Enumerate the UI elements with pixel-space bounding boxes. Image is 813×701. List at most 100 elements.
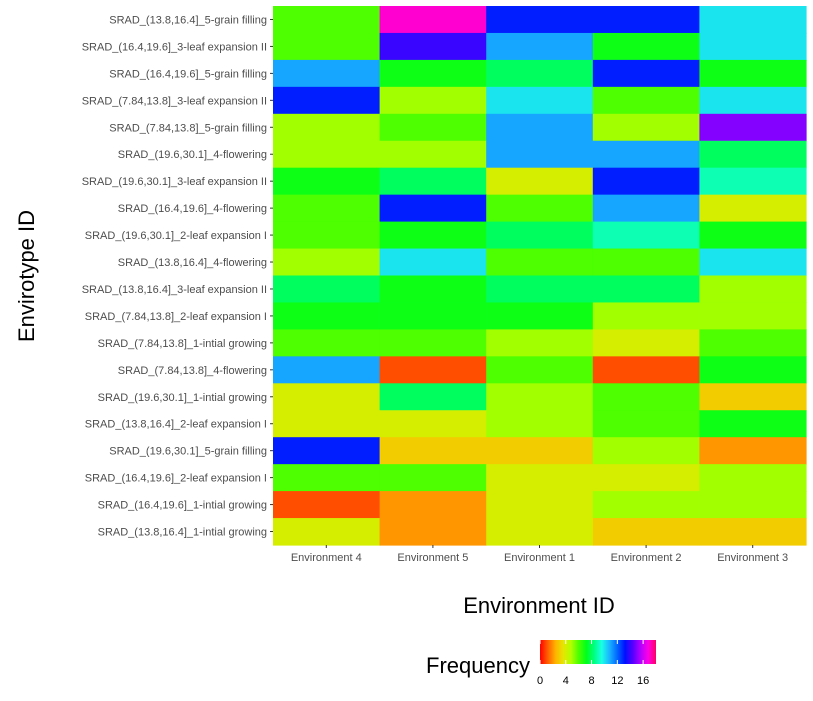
- heatmap-cell: [592, 86, 700, 115]
- x-tick-label: Environment 4: [291, 552, 362, 564]
- heatmap-cell: [486, 437, 594, 465]
- heatmap-cell: [379, 59, 487, 88]
- heatmap-cell: [379, 491, 487, 519]
- heatmap-cell: [486, 302, 594, 330]
- heatmap-cell: [699, 221, 807, 250]
- heatmap-cell: [699, 6, 807, 34]
- heatmap-cell: [273, 410, 381, 438]
- heatmap-cell: [486, 194, 594, 223]
- heatmap-cell: [273, 275, 381, 304]
- heatmap-cell: [592, 518, 700, 546]
- heatmap-cell: [592, 383, 700, 411]
- legend-ticks: 0 4 8 12 16: [537, 640, 649, 687]
- heatmap-cell: [699, 491, 807, 519]
- heatmap-cell: [379, 275, 487, 304]
- heatmap-cell: [379, 383, 487, 411]
- heatmap-cell: [273, 140, 381, 169]
- heatmap-cell: [486, 6, 594, 34]
- heatmap-cell: [699, 329, 807, 357]
- y-tick-label: SRAD_(7.84,13.8]_2-leaf expansion I: [85, 311, 267, 323]
- x-tick-label: Environment 3: [717, 552, 788, 564]
- heatmap-cell: [699, 437, 807, 465]
- heatmap-cell: [699, 113, 807, 142]
- heatmap-cell: [699, 59, 807, 88]
- heatmap-cells: [273, 6, 807, 546]
- heatmap-cell: [699, 167, 807, 196]
- heatmap-cell: [379, 410, 487, 438]
- legend: Frequency 0 4 8 12 16: [426, 640, 656, 687]
- heatmap-cell: [486, 221, 594, 250]
- heatmap-cell: [486, 113, 594, 142]
- heatmap-cell: [699, 275, 807, 304]
- x-tick-label: Environment 2: [611, 552, 682, 564]
- heatmap-cell: [273, 194, 381, 223]
- heatmap-cell: [699, 356, 807, 384]
- heatmap-cell: [592, 194, 700, 223]
- heatmap-cell: [379, 140, 487, 169]
- x-tick-label: Environment 5: [397, 552, 468, 564]
- heatmap-cell: [273, 59, 381, 88]
- heatmap-cell: [379, 518, 487, 546]
- heatmap-cell: [273, 248, 381, 277]
- heatmap-cell: [592, 302, 700, 330]
- heatmap-cell: [699, 140, 807, 169]
- heatmap-cell: [273, 86, 381, 115]
- y-axis-title: Envirotype ID: [14, 210, 39, 342]
- heatmap-cell: [592, 491, 700, 519]
- heatmap-cell: [486, 518, 594, 546]
- heatmap-cell: [592, 32, 700, 61]
- heatmap-cell: [699, 32, 807, 61]
- y-tick-label: SRAD_(19.6,30.1]_1-intial growing: [98, 392, 267, 404]
- heatmap-cell: [592, 356, 700, 384]
- heatmap-cell: [699, 248, 807, 277]
- y-tick-label: SRAD_(13.8,16.4]_3-leaf expansion II: [82, 284, 267, 296]
- heatmap-cell: [592, 329, 700, 357]
- heatmap-cell: [379, 86, 487, 115]
- y-tick-label: SRAD_(13.8,16.4]_5-grain filling: [109, 14, 267, 26]
- heatmap-cell: [592, 6, 700, 34]
- heatmap-cell: [273, 464, 381, 492]
- heatmap-cell: [486, 86, 594, 115]
- heatmap-cell: [592, 275, 700, 304]
- legend-tick-label: 0: [537, 675, 543, 687]
- heatmap-cell: [273, 491, 381, 519]
- heatmap-cell: [699, 518, 807, 546]
- y-tick-label: SRAD_(16.4,19.6]_5-grain filling: [109, 68, 267, 80]
- heatmap-cell: [592, 464, 700, 492]
- heatmap-cell: [486, 383, 594, 411]
- heatmap-cell: [486, 491, 594, 519]
- y-tick-label: SRAD_(13.8,16.4]_1-intial growing: [98, 527, 267, 539]
- y-tick-label: SRAD_(7.84,13.8]_3-leaf expansion II: [82, 95, 267, 107]
- heatmap-cell: [486, 59, 594, 88]
- heatmap-cell: [273, 302, 381, 330]
- y-tick-label: SRAD_(7.84,13.8]_4-flowering: [118, 365, 267, 377]
- heatmap-cell: [486, 32, 594, 61]
- heatmap-cell: [379, 32, 487, 61]
- y-tick-label: SRAD_(7.84,13.8]_5-grain filling: [109, 122, 267, 134]
- legend-title: Frequency: [426, 653, 530, 678]
- heatmap-cell: [486, 275, 594, 304]
- y-tick-label: SRAD_(13.8,16.4]_4-flowering: [118, 257, 267, 269]
- heatmap-cell: [592, 221, 700, 250]
- x-axis-tick-labels: Environment 4 Environment 5 Environment 1 E…: [291, 545, 788, 564]
- heatmap-cell: [592, 140, 700, 169]
- y-axis-tick-labels: SRAD_(13.8,16.4]_5-grain filling SRAD_(16…: [82, 14, 273, 539]
- heatmap-cell: [592, 59, 700, 88]
- heatmap-cell: [273, 113, 381, 142]
- y-tick-label: SRAD_(16.4,19.6]_2-leaf expansion I: [85, 473, 267, 485]
- heatmap-cell: [273, 329, 381, 357]
- x-tick-label: Environment 1: [504, 552, 575, 564]
- heatmap-cell: [592, 248, 700, 277]
- heatmap-cell: [273, 221, 381, 250]
- heatmap-cell: [379, 6, 487, 34]
- heatmap-cell: [486, 140, 594, 169]
- heatmap-cell: [592, 167, 700, 196]
- heatmap-cell: [592, 437, 700, 465]
- heatmap-cell: [379, 194, 487, 223]
- y-tick-label: SRAD_(19.6,30.1]_5-grain filling: [109, 446, 267, 458]
- y-tick-label: SRAD_(7.84,13.8]_1-intial growing: [98, 338, 267, 350]
- heatmap-cell: [486, 248, 594, 277]
- heatmap-cell: [273, 167, 381, 196]
- heatmap-cell: [379, 221, 487, 250]
- y-tick-label: SRAD_(19.6,30.1]_2-leaf expansion I: [85, 230, 267, 242]
